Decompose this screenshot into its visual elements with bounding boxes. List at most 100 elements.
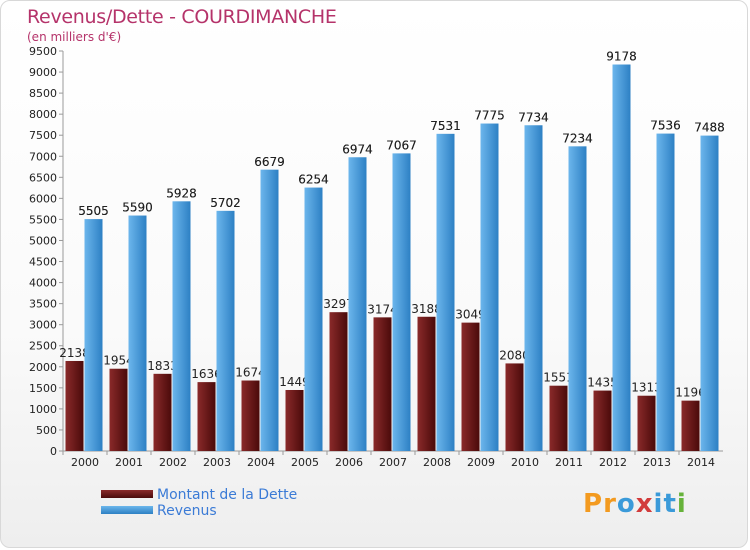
y-tick-label: 9000 <box>29 66 57 79</box>
data-label-dette: 1954 <box>103 354 134 368</box>
bar-dette <box>505 363 524 451</box>
y-tick-label: 3500 <box>29 298 57 311</box>
chart-subtitle: (en milliers d'€) <box>27 30 122 44</box>
data-label-revenus-top: 5928 <box>166 186 197 200</box>
data-label-dette: 1636 <box>191 367 222 381</box>
y-tick-label: 7000 <box>29 150 57 163</box>
legend-label-revenus: Revenus <box>157 503 217 519</box>
y-tick-label: 8000 <box>29 108 57 121</box>
data-label-revenus: 6974 <box>342 142 373 156</box>
bar-revenus-overlay <box>84 219 103 451</box>
y-tick-label: 6000 <box>29 192 57 205</box>
y-tick-label: 1500 <box>29 382 57 395</box>
logo-letter: t <box>663 489 677 519</box>
data-label-revenus: 5928 <box>166 186 197 200</box>
data-label-revenus-top: 6254 <box>298 173 329 187</box>
data-label-revenus-top: 7531 <box>430 119 461 133</box>
x-tick-label: 2012 <box>599 456 627 469</box>
proxiti-logo: Proxiti <box>583 489 687 519</box>
x-tick-label: 2000 <box>71 456 99 469</box>
bar-revenus-overlay <box>480 123 499 451</box>
data-label-revenus-top: 7234 <box>562 131 593 145</box>
data-label-revenus: 7775 <box>474 109 505 123</box>
logo-letter: x <box>635 489 654 519</box>
logo-letter: P <box>583 489 604 519</box>
x-tick-label: 2009 <box>467 456 495 469</box>
axes: 0 500 1000 1500 2000 2500 3000 3500 4000 4500 5000… <box>29 45 723 469</box>
data-label-revenus-top: 6679 <box>254 155 285 169</box>
logo-letter: r <box>603 489 617 519</box>
data-label-revenus: 5590 <box>122 201 153 215</box>
bar-revenus-overlay <box>348 157 367 451</box>
y-tick-label: 4000 <box>29 277 57 290</box>
data-label-dette: 3049 <box>455 308 486 322</box>
bar-revenus-overlay <box>436 133 455 451</box>
data-label-revenus: 7488 <box>694 121 725 135</box>
data-label-revenus-top: 7488 <box>694 121 725 135</box>
data-label-dette: 2080 <box>499 348 530 362</box>
x-tick-label: 2002 <box>159 456 187 469</box>
data-label-revenus: 9178 <box>606 50 637 64</box>
bar-revenus-overlay <box>568 146 587 451</box>
x-tick-label: 2004 <box>247 456 275 469</box>
logo-letter: i <box>676 489 687 519</box>
bar-dette <box>65 360 84 451</box>
y-tick-label: 7500 <box>29 129 57 142</box>
data-label-dette: 1435 <box>587 376 618 390</box>
y-tick-label: 1000 <box>29 403 57 416</box>
y-tick-label: 6500 <box>29 171 57 184</box>
bar-revenus-overlay <box>260 169 279 452</box>
y-tick-label: 8500 <box>29 87 57 100</box>
bar-revenus-overlay <box>216 210 235 451</box>
data-label-dette: 1551 <box>543 371 574 385</box>
y-tick-label: 3000 <box>29 319 57 332</box>
data-label-dette: 2138 <box>59 346 90 360</box>
bar-dette <box>373 317 392 451</box>
legend-swatch-revenus <box>101 506 153 514</box>
bar-revenus-overlay <box>612 64 631 451</box>
data-label-revenus-top: 7067 <box>386 138 417 152</box>
data-label-dette: 3188 <box>411 302 442 316</box>
chart-title: Revenus/Dette - COURDIMANCHE <box>27 6 337 28</box>
x-tick-label: 2013 <box>643 456 671 469</box>
data-label-revenus-top: 6974 <box>342 142 373 156</box>
data-label-revenus: 5505 <box>78 204 109 218</box>
y-tick-label: 0 <box>50 445 57 458</box>
data-label-revenus: 7734 <box>518 110 549 124</box>
data-label-revenus-top: 9178 <box>606 50 637 64</box>
y-tick-label: 2000 <box>29 361 57 374</box>
bar-dette <box>549 385 568 451</box>
data-label-dette: 1313 <box>631 381 662 395</box>
x-tick-label: 2014 <box>687 456 715 469</box>
y-tick-label: 4500 <box>29 256 57 269</box>
bar-dette <box>197 382 216 451</box>
y-tick-label: 5000 <box>29 234 57 247</box>
bar-dette <box>637 395 656 451</box>
data-label-revenus: 6679 <box>254 155 285 169</box>
y-tick-label: 9500 <box>29 45 57 58</box>
bar-dette <box>241 380 260 451</box>
data-label-revenus: 7067 <box>386 138 417 152</box>
data-label-revenus-top: 5702 <box>210 196 241 210</box>
bar-revenus-overlay <box>524 125 543 451</box>
y-tick-label: 5500 <box>29 213 57 226</box>
x-tick-label: 2005 <box>291 456 319 469</box>
bar-dette <box>153 373 172 451</box>
data-label-revenus-top: 7536 <box>650 119 681 133</box>
data-label-revenus: 6254 <box>298 173 329 187</box>
data-label-revenus-top: 5505 <box>78 204 109 218</box>
data-label-dette: 1196 <box>675 386 706 400</box>
data-label-dette: 3297 <box>323 297 354 311</box>
bar-chart: 0 500 1000 1500 2000 2500 3000 3500 4000 4500 5000… <box>29 45 725 469</box>
data-label-dette: 1833 <box>147 359 178 373</box>
bar-revenus-overlay <box>392 153 411 451</box>
data-label-revenus-top: 5590 <box>122 201 153 215</box>
x-tick-label: 2001 <box>115 456 143 469</box>
bar-revenus-overlay <box>172 201 191 451</box>
bar-revenus-overlay <box>700 135 719 451</box>
data-label-dette: 1449 <box>279 375 310 389</box>
data-label-dette: 3174 <box>367 302 398 316</box>
bar-dette <box>461 322 480 451</box>
bar-dette <box>417 316 436 451</box>
